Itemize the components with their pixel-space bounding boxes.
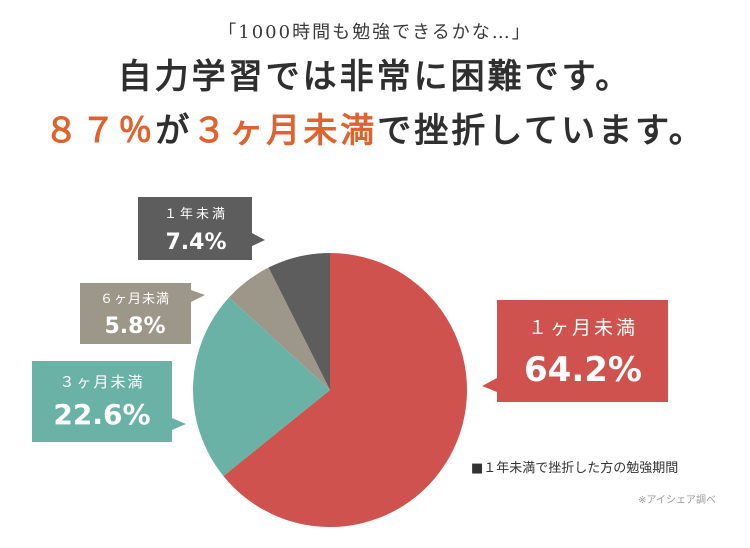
callout-6month-value: 5.8% <box>104 314 165 339</box>
quote-text: 「1000時間も勉強できるかな…」 <box>218 22 532 43</box>
callout-1month-box <box>482 300 668 402</box>
headline-percent: ８７％ <box>44 111 156 151</box>
callout-1month: １ヶ月未満 64.2% <box>482 300 668 402</box>
callout-3month: ３ヶ月未満 22.6% <box>32 361 186 442</box>
headline-line2: ８７％が３ヶ月未満で挫折しています。 <box>0 114 750 148</box>
source-note: ※アイシェア調べ <box>638 495 716 506</box>
callout-1year-box <box>138 197 265 260</box>
headline-rest: で挫折しています。 <box>377 111 706 151</box>
slice-6month <box>228 267 330 390</box>
callout-6month-label: ６ヶ月未満 <box>100 292 170 307</box>
callout-3month-value: 22.6% <box>53 398 150 431</box>
callout-1year-label: １年未満 <box>164 207 228 222</box>
callout-6month-box <box>80 283 205 344</box>
callout-6month: ６ヶ月未満 5.8% <box>80 283 205 344</box>
slice-1year <box>268 253 330 390</box>
chart-legend: ■１年未満で挫折した方の勉強期間 <box>471 460 678 476</box>
callout-3month-label: ３ヶ月未満 <box>59 373 144 391</box>
slice-1month <box>223 253 467 528</box>
callout-3month-box <box>32 361 186 442</box>
headline-particle: が <box>155 111 193 151</box>
headline-period: ３ヶ月未満 <box>192 111 378 151</box>
slice-3month <box>192 297 330 476</box>
callout-1month-value: 64.2% <box>524 350 642 390</box>
callout-1month-label: １ヶ月未満 <box>528 317 638 339</box>
headline-line1: 自力学習では非常に困難です。 <box>117 57 633 97</box>
pie-slices <box>192 253 467 528</box>
callout-1year-value: 7.4% <box>165 230 226 255</box>
callout-1year: １年未満 7.4% <box>138 197 265 260</box>
